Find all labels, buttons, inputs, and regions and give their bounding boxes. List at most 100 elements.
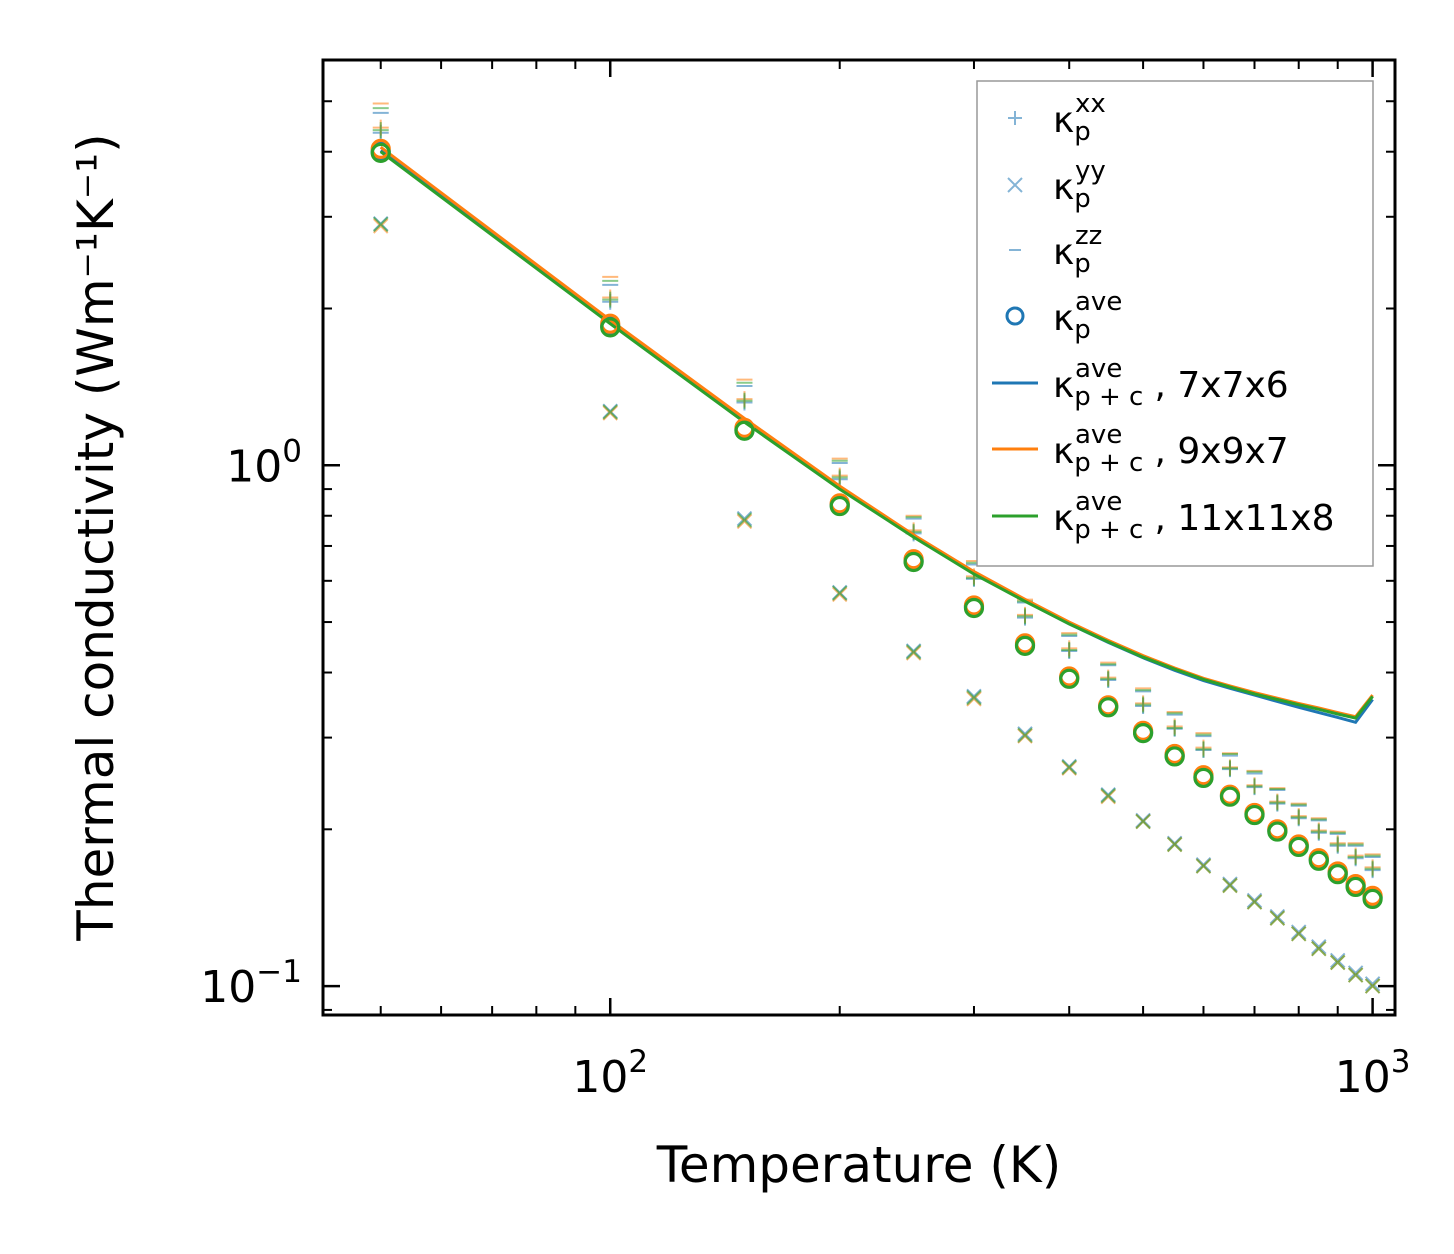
kave-point	[1098, 697, 1119, 718]
x-tick-label: 103	[1335, 1044, 1411, 1103]
kxx-point	[1347, 848, 1364, 865]
kyy-point	[373, 216, 389, 233]
legend-label: κp + cave , 11x11x8	[1053, 487, 1335, 545]
kyy-point	[1166, 836, 1183, 853]
legend-superscript: ave	[1075, 354, 1122, 384]
legend-subscript: p	[1074, 315, 1091, 345]
legend-kappa: κ	[1053, 498, 1074, 539]
series-11x11x8-circles	[370, 142, 1383, 910]
kyy-point	[1017, 727, 1033, 744]
kave-point	[1327, 864, 1348, 885]
kave-point	[370, 142, 391, 163]
x-tick-label: 102	[572, 1044, 648, 1103]
legend-label: κpyy	[1053, 156, 1106, 214]
kyy-point	[1347, 965, 1364, 981]
kyy-point	[1100, 788, 1116, 804]
kyy-point	[1061, 759, 1077, 776]
x-axis-label: Temperature (K)	[656, 1136, 1061, 1194]
kave-point	[1267, 821, 1288, 842]
kyy-point	[1269, 910, 1286, 926]
y-tick-label: 100	[226, 433, 302, 492]
kxx-point	[831, 469, 848, 486]
kxx-point	[1017, 608, 1034, 625]
kxx-point	[1246, 778, 1263, 795]
kyy-point	[1222, 876, 1238, 892]
kxx-point	[1061, 641, 1078, 658]
kave-point	[829, 495, 850, 517]
kave-point	[903, 551, 924, 573]
x-tick-exp: 3	[1391, 1044, 1411, 1080]
legend-subscript: p + c	[1074, 515, 1143, 545]
legend-entry: κpzz	[1009, 221, 1102, 279]
legend-entry: κp + cave , 11x11x8	[992, 487, 1335, 545]
y-tick-base: 10	[226, 441, 282, 492]
kxx-point	[736, 392, 753, 409]
legend-superscript: yy	[1075, 156, 1106, 186]
kyy-point	[1364, 978, 1381, 994]
legend-superscript: ave	[1075, 287, 1122, 317]
kyy-point	[1347, 967, 1364, 983]
kyy-point	[1311, 939, 1327, 955]
kyy-point	[373, 218, 389, 234]
kyy-point	[905, 644, 922, 660]
y-axis-label: Thermal conductivity (Wm⁻¹K⁻¹)	[67, 133, 125, 941]
x-tick-exp: 2	[628, 1044, 648, 1080]
y-tick-base: 10	[200, 962, 256, 1013]
kyy-point	[1195, 858, 1212, 874]
series-11x11x8	[372, 107, 1381, 994]
kxx-point	[1269, 794, 1286, 811]
legend-entry: κp + cave , 9x9x7	[992, 420, 1289, 478]
legend-kappa: κ	[1053, 232, 1074, 273]
kave-point	[1219, 786, 1241, 807]
kave-point	[1308, 850, 1329, 871]
legend-label: κpxx	[1053, 89, 1106, 147]
kyy-point	[1311, 940, 1327, 957]
y-tick-exp: −1	[256, 954, 302, 990]
legend-plus-marker	[1008, 111, 1022, 125]
series-layer	[370, 102, 1383, 994]
kave-point	[1014, 635, 1036, 656]
kxx-point	[1195, 741, 1212, 758]
y-tick-label: 10−1	[200, 954, 302, 1013]
legend-superscript: zz	[1075, 221, 1102, 251]
kave-point	[1193, 767, 1214, 789]
kxx-point	[1135, 696, 1152, 713]
legend-superscript: ave	[1075, 420, 1122, 450]
kyy-point	[1135, 813, 1151, 830]
kyy-point	[832, 585, 848, 601]
legend-label: κpave	[1053, 287, 1122, 345]
legend-subscript: p	[1074, 117, 1091, 147]
legend-entry: κpyy	[1007, 156, 1106, 214]
kxx-point	[1310, 823, 1327, 840]
legend-entry: κp + cave , 7x7x6	[992, 354, 1289, 412]
legend-mesh: , 7x7x6	[1155, 365, 1289, 406]
kyy-point	[736, 512, 753, 528]
legend-subscript: p	[1074, 184, 1091, 214]
legend-x-marker	[1007, 177, 1023, 193]
kave-point	[1362, 888, 1383, 910]
kyy-point	[736, 513, 753, 530]
kxx-point	[1364, 860, 1381, 877]
kyy-point	[1246, 892, 1263, 909]
kyy-point	[1246, 894, 1263, 910]
kyy-point	[1364, 976, 1381, 992]
kyy-point	[602, 404, 618, 420]
kave-point	[1059, 668, 1080, 689]
legend-kappa: κ	[1053, 365, 1074, 406]
x-tick-base: 10	[1335, 1052, 1391, 1103]
kave-point	[1244, 804, 1265, 826]
legend-entry: κpxx	[1008, 89, 1106, 147]
legend-label: κp + cave , 7x7x6	[1053, 354, 1289, 412]
legend-subscript: p	[1074, 249, 1091, 279]
kxx-point	[1166, 719, 1183, 736]
kave-point	[1345, 876, 1366, 898]
kxx-point	[602, 291, 619, 308]
kave-point	[600, 317, 621, 338]
legend-kappa: κ	[1053, 298, 1074, 339]
kyy-point	[1330, 954, 1346, 971]
kave-point	[734, 420, 755, 441]
kyy-point	[1269, 908, 1286, 925]
